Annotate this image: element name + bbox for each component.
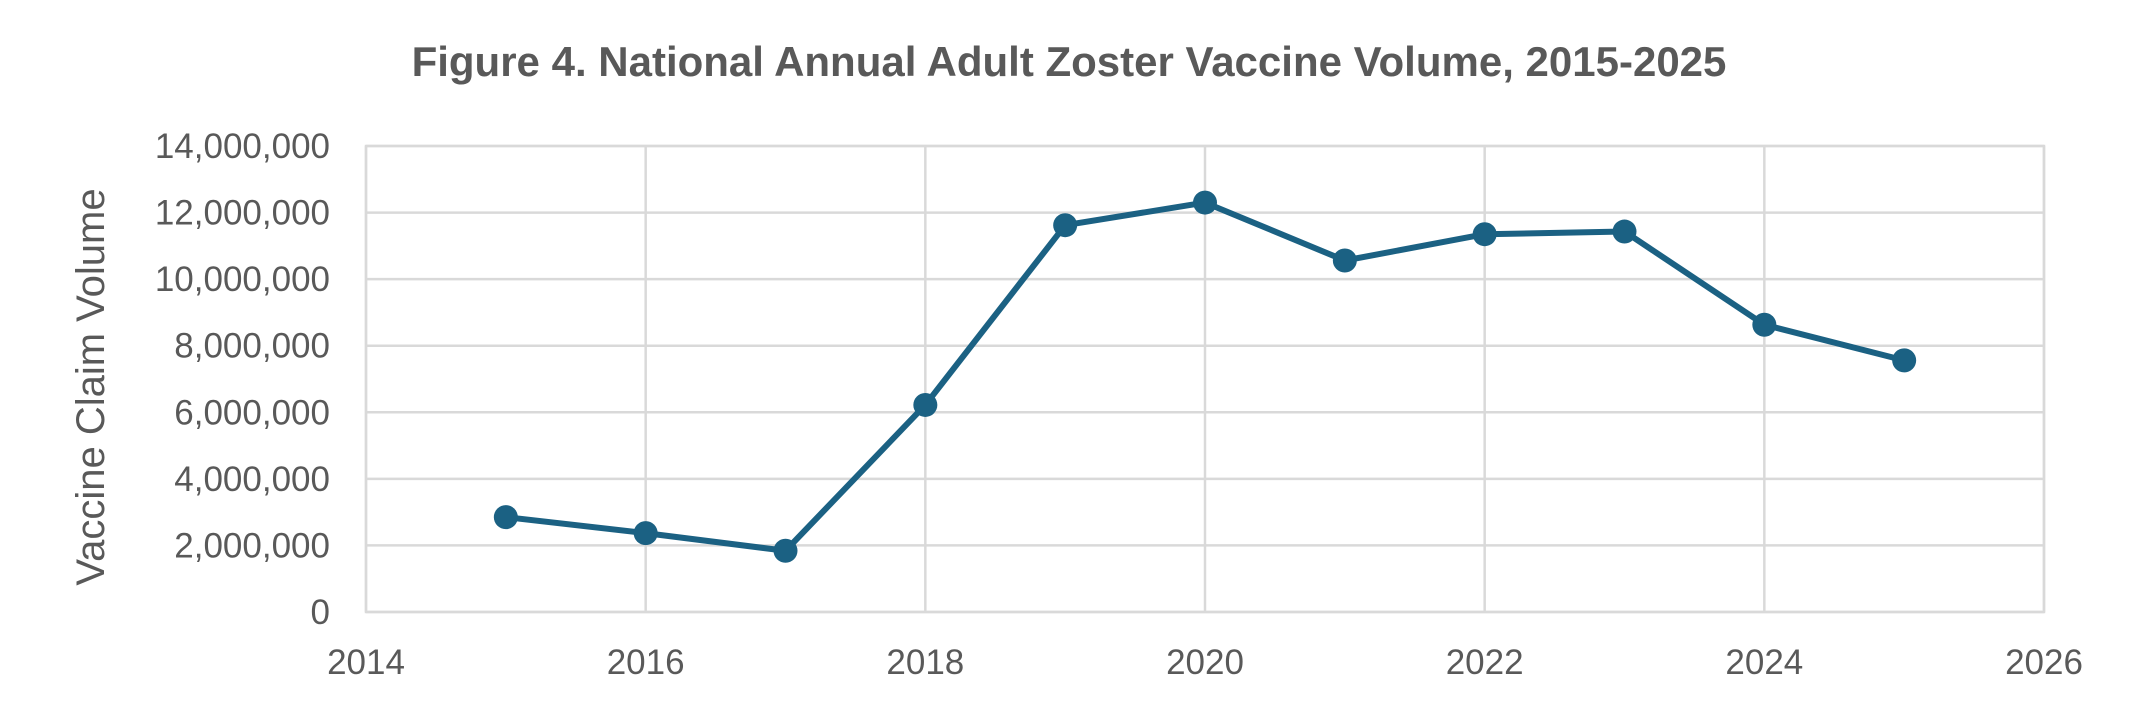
- y-tick-label: 4,000,000: [174, 460, 330, 499]
- plot-area-border: [364, 144, 2046, 614]
- data-point: [1193, 190, 1217, 215]
- data-point: [1612, 219, 1637, 244]
- y-axis-ticks: 0 2,000,000 4,000,000 6,000,000 8,000,000 10,…: [155, 127, 330, 632]
- y-axis-label: Vaccine Claim Volume: [69, 188, 113, 585]
- y-tick-label: 2,000,000: [174, 526, 330, 565]
- x-tick-label: 2016: [607, 643, 685, 682]
- data-point: [1472, 222, 1497, 247]
- data-point: [1752, 312, 1777, 337]
- x-tick-label: 2024: [1725, 643, 1803, 682]
- data-point: [773, 538, 798, 563]
- x-tick-label: 2014: [327, 643, 405, 682]
- chart-title: Figure 4. National Annual Adult Zoster V…: [412, 38, 1727, 85]
- y-tick-label: 12,000,000: [155, 194, 330, 233]
- y-tick-label: 10,000,000: [155, 260, 330, 299]
- data-point: [1892, 348, 1917, 373]
- data-point: [1332, 248, 1357, 273]
- y-tick-label: 0: [311, 593, 330, 632]
- x-tick-label: 2026: [2005, 643, 2083, 682]
- data-point: [633, 521, 658, 546]
- x-axis-ticks: 2014 2016 2018 2020 2022 2024 2026: [327, 643, 2083, 682]
- y-tick-label: 14,000,000: [155, 127, 330, 166]
- x-tick-label: 2020: [1166, 643, 1244, 682]
- x-tick-label: 2018: [886, 643, 964, 682]
- data-point: [913, 392, 938, 417]
- y-tick-label: 6,000,000: [174, 393, 330, 432]
- y-tick-label: 8,000,000: [174, 327, 330, 366]
- x-tick-label: 2022: [1446, 643, 1524, 682]
- data-point: [1053, 213, 1078, 238]
- data-point: [493, 505, 518, 530]
- series-group: [493, 190, 1917, 563]
